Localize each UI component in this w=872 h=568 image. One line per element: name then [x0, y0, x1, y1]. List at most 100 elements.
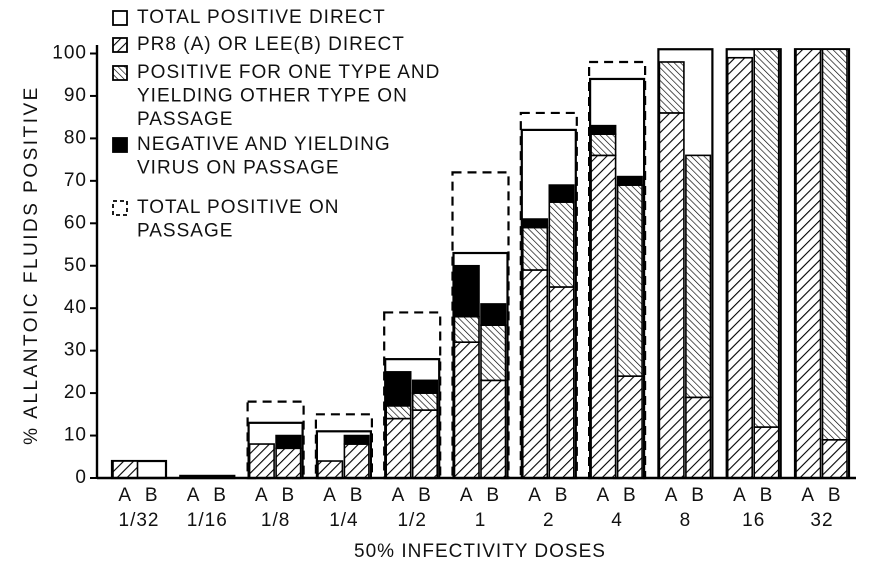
- x-subcategory-label: B: [213, 485, 227, 506]
- bar-segment: [275, 447, 302, 479]
- y-tick-label: 100: [52, 43, 87, 64]
- x-tick-label: 2: [543, 510, 555, 531]
- legend-label: TOTAL POSITIVE DIRECT: [137, 7, 386, 28]
- bar-segment: [480, 379, 507, 479]
- bar-segment: [453, 341, 480, 479]
- x-subcategory-label: B: [350, 485, 364, 506]
- bar-segment: [411, 392, 439, 411]
- x-tick-label: 16: [742, 510, 765, 531]
- bar-segment: [685, 154, 712, 399]
- bar-segment: [685, 396, 712, 479]
- legend-line: NEGATIVE AND YIELDING: [137, 134, 391, 155]
- y-tick-label: 60: [64, 212, 87, 233]
- legend-line: TOTAL POSITIVE DIRECT: [137, 7, 386, 28]
- bar-segment: [548, 184, 575, 203]
- x-subcategory-label: B: [828, 485, 842, 506]
- bar-segment: [658, 112, 685, 479]
- bar-segment: [453, 315, 480, 343]
- bar-segment: [726, 56, 754, 479]
- x-tick-label: 1/4: [329, 510, 358, 531]
- legend-line: VIRUS ON PASSAGE: [137, 158, 340, 179]
- x-subcategory-label: B: [555, 485, 569, 506]
- bar-segment: [385, 417, 412, 479]
- legend-label: POSITIVE FOR ONE TYPE AND YIELDING OTHER …: [137, 62, 440, 130]
- x-subcategory-label: B: [760, 485, 774, 506]
- legend-line: PASSAGE: [137, 109, 233, 130]
- bar-segment: [658, 61, 685, 114]
- x-tick-label: 1/2: [397, 510, 426, 531]
- x-subcategory-label: A: [528, 485, 542, 506]
- x-tick-label: 1/16: [187, 510, 228, 531]
- bar-segment: [521, 269, 549, 479]
- bar-segment: [616, 184, 643, 377]
- bar-segment: [616, 375, 643, 479]
- bar-segment: [343, 434, 370, 445]
- x-tick-label: 8: [680, 510, 692, 531]
- bar-segment: [248, 443, 275, 479]
- legend-symbol: [112, 65, 128, 81]
- x-subcategory-label: B: [486, 485, 500, 506]
- x-subcategory-label: A: [255, 485, 269, 506]
- x-subcategory-label: B: [691, 485, 705, 506]
- y-tick-label: 70: [64, 170, 87, 191]
- bar-segment: [521, 218, 549, 229]
- legend-line: POSITIVE FOR ONE TYPE AND: [137, 62, 440, 83]
- x-subcategory-label: A: [597, 485, 611, 506]
- x-tick-label: 32: [810, 510, 833, 531]
- bar-segment: [480, 303, 507, 326]
- bar-segment: [521, 226, 549, 271]
- bar-segment: [343, 443, 370, 479]
- y-tick-label: 80: [64, 127, 87, 148]
- bar-segment: [548, 201, 575, 288]
- legend-line: TOTAL POSITIVE ON: [137, 197, 339, 218]
- bar-segment: [795, 48, 822, 479]
- x-tick-label: 1: [475, 510, 487, 531]
- legend-label: PR8 (A) OR LEE(B) DIRECT: [137, 34, 405, 55]
- bar-segment: [385, 371, 412, 407]
- bar-segment: [753, 426, 780, 479]
- bar-segment: [411, 379, 439, 394]
- x-subcategory-label: B: [145, 485, 159, 506]
- legend-symbol: [112, 200, 128, 216]
- y-tick-label: 20: [64, 382, 87, 403]
- x-subcategory-label: A: [460, 485, 474, 506]
- bar-segment: [821, 438, 848, 479]
- y-tick-label: 10: [64, 425, 87, 446]
- bar-segment: [590, 124, 617, 135]
- bar-segment: [590, 133, 617, 157]
- x-subcategory-label: A: [187, 485, 201, 506]
- legend-line: PASSAGE: [137, 221, 233, 242]
- x-subcategory-label: A: [665, 485, 679, 506]
- x-subcategory-label: A: [118, 485, 132, 506]
- bar-segment: [411, 409, 439, 479]
- y-axis-label: % ALLANTOIC FLUIDS POSITIVE: [21, 85, 42, 445]
- bar-segment: [112, 460, 139, 479]
- legend-line: YIELDING OTHER TYPE ON: [137, 86, 408, 107]
- bar-segment: [480, 324, 507, 382]
- y-tick-label: 40: [64, 297, 87, 318]
- x-axis-label: 50% INFECTIVITY DOSES: [354, 541, 606, 562]
- legend-symbol: [112, 137, 128, 153]
- x-subcategory-label: B: [623, 485, 637, 506]
- bar-segment: [753, 48, 780, 428]
- bar-segment: [590, 154, 617, 479]
- x-tick-label: 1/8: [261, 510, 290, 531]
- bar-segment: [317, 460, 344, 479]
- legend-line: PR8 (A) OR LEE(B) DIRECT: [137, 34, 405, 55]
- y-tick-label: 50: [64, 255, 87, 276]
- x-subcategory-label: A: [323, 485, 337, 506]
- bar-segment: [453, 264, 480, 318]
- y-tick-label: 0: [75, 467, 87, 488]
- x-subcategory-label: B: [418, 485, 432, 506]
- x-tick-label: 1/32: [119, 510, 160, 531]
- legend-symbol: [112, 10, 128, 26]
- bar-segment: [821, 48, 848, 441]
- legend-symbol: [112, 37, 128, 53]
- bar-segment: [385, 405, 412, 420]
- x-subcategory-label: A: [801, 485, 815, 506]
- legend-label: NEGATIVE AND YIELDING VIRUS ON PASSAGE: [137, 134, 391, 179]
- x-subcategory-label: A: [733, 485, 747, 506]
- bar-segment: [548, 286, 575, 479]
- y-tick-label: 90: [64, 85, 87, 106]
